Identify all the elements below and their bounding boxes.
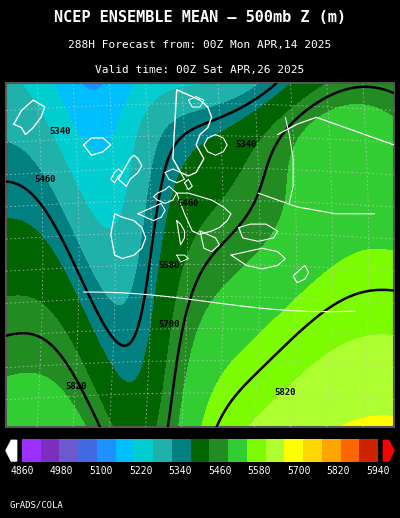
Text: 5580: 5580 xyxy=(248,466,271,476)
Bar xyxy=(247,439,266,462)
Text: 5100: 5100 xyxy=(89,466,113,476)
Bar xyxy=(78,439,97,462)
Text: 5580: 5580 xyxy=(158,261,180,270)
Bar xyxy=(116,439,134,462)
Bar xyxy=(209,439,228,462)
Text: 5340: 5340 xyxy=(168,466,192,476)
Text: 4980: 4980 xyxy=(50,466,73,476)
FancyArrow shape xyxy=(383,440,394,461)
Bar xyxy=(191,439,209,462)
Bar xyxy=(22,439,41,462)
Bar xyxy=(359,439,378,462)
Text: NCEP ENSEMBLE MEAN – 500mb Z (m): NCEP ENSEMBLE MEAN – 500mb Z (m) xyxy=(54,10,346,25)
Bar xyxy=(303,439,322,462)
Text: Valid time: 00Z Sat APR,26 2025: Valid time: 00Z Sat APR,26 2025 xyxy=(95,65,305,75)
Text: 5220: 5220 xyxy=(129,466,152,476)
Text: GrADS/COLA: GrADS/COLA xyxy=(10,500,64,510)
Bar xyxy=(134,439,153,462)
Text: 5700: 5700 xyxy=(158,320,180,328)
Bar xyxy=(60,439,78,462)
Text: 5340: 5340 xyxy=(236,140,257,149)
Bar xyxy=(41,439,60,462)
Text: 5700: 5700 xyxy=(287,466,311,476)
Bar xyxy=(266,439,284,462)
Text: 5460: 5460 xyxy=(34,175,56,184)
Text: 5340: 5340 xyxy=(50,126,71,136)
Bar xyxy=(172,439,191,462)
Bar xyxy=(228,439,247,462)
Text: 5460: 5460 xyxy=(208,466,232,476)
Text: 288H Forecast from: 00Z Mon APR,14 2025: 288H Forecast from: 00Z Mon APR,14 2025 xyxy=(68,40,332,50)
Bar xyxy=(284,439,303,462)
Text: 5460: 5460 xyxy=(178,199,199,208)
Bar xyxy=(340,439,359,462)
Text: 5820: 5820 xyxy=(327,466,350,476)
Bar xyxy=(322,439,340,462)
Text: 5940: 5940 xyxy=(366,466,390,476)
Bar xyxy=(153,439,172,462)
Text: 4860: 4860 xyxy=(10,466,34,476)
Text: 5820: 5820 xyxy=(275,388,296,397)
Bar xyxy=(97,439,116,462)
FancyArrow shape xyxy=(6,440,17,461)
Text: 5820: 5820 xyxy=(65,382,86,391)
